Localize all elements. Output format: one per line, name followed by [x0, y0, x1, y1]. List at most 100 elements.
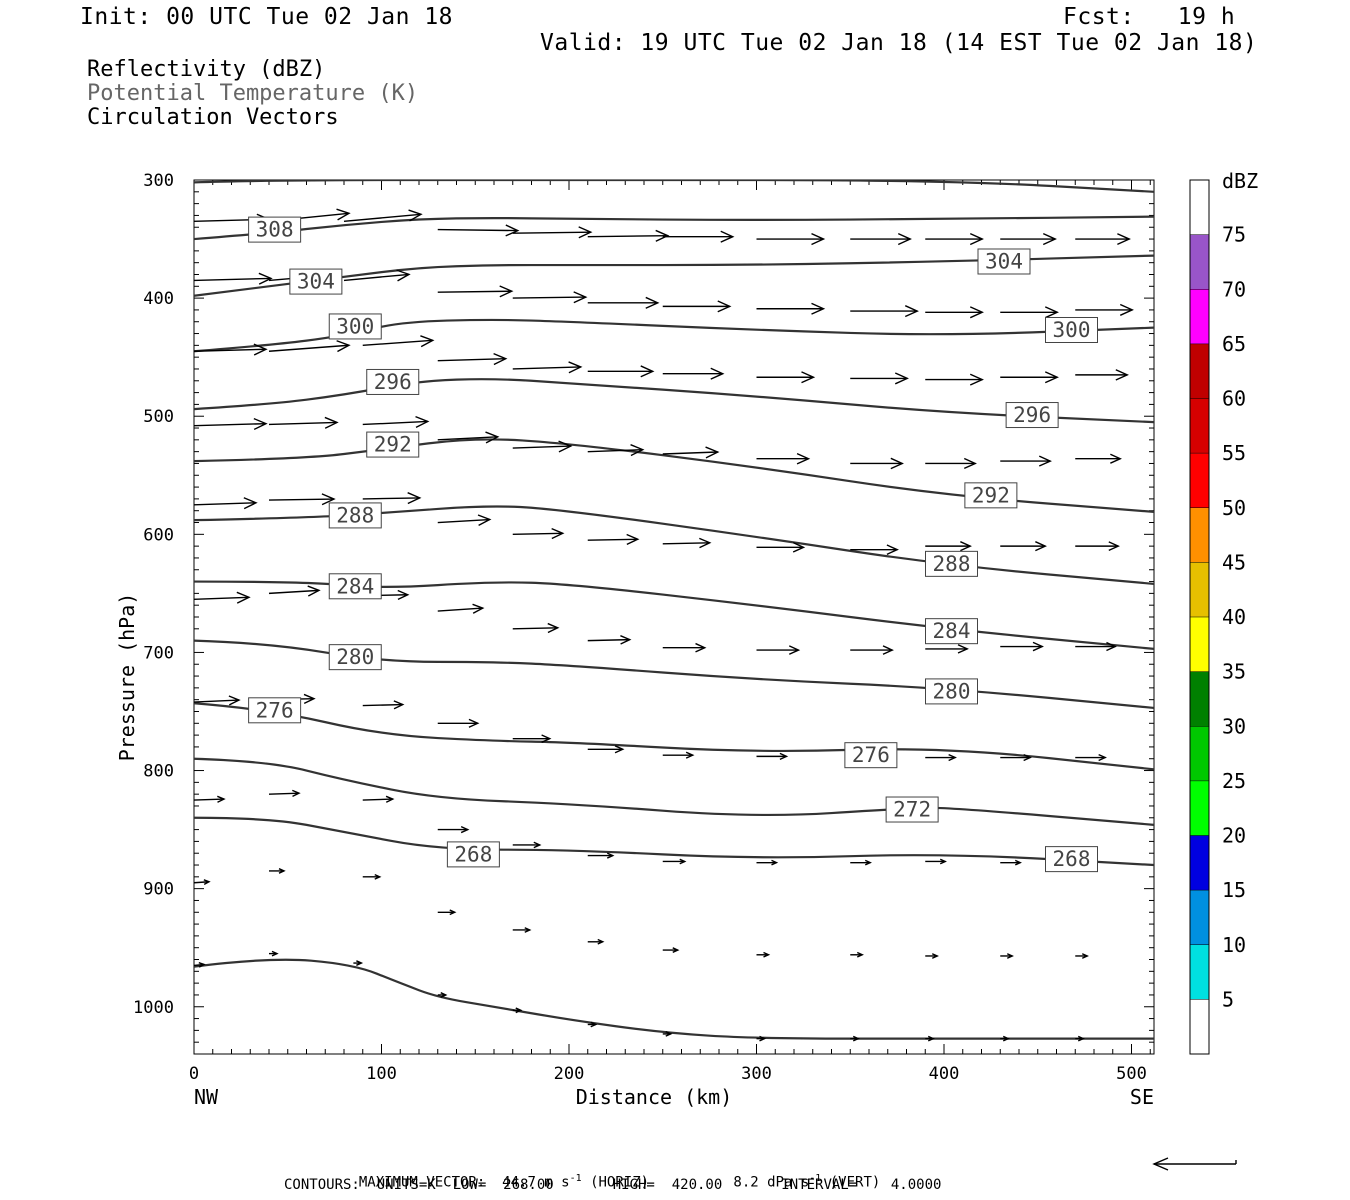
- circulation-vector: [1000, 859, 1022, 866]
- circulation-vector: [662, 537, 712, 549]
- theta-contour-296: [194, 378, 1154, 424]
- x-end-label-right: SE: [1130, 1085, 1154, 1109]
- colorbar-bin: [1190, 671, 1209, 727]
- circulation-vector: [1075, 1035, 1085, 1042]
- contour-label: 276: [844, 742, 898, 769]
- circulation-vector: [925, 306, 984, 319]
- circulation-vector: [194, 962, 206, 968]
- colorbar-bin: [1190, 890, 1209, 945]
- contour-label-text: 292: [972, 483, 1010, 507]
- circulation-vector: [587, 1021, 598, 1028]
- circulation-vector: [925, 1035, 935, 1042]
- y-tick-label: 1000: [133, 998, 174, 1018]
- contour-label: 308: [248, 216, 302, 243]
- circulation-vector: [756, 452, 811, 465]
- legend-potential-temperature: Potential Temperature (K): [87, 81, 419, 106]
- circulation-vector: [587, 533, 640, 546]
- reference-vector: [1152, 1157, 1237, 1171]
- circulation-vector: [1000, 953, 1014, 959]
- colorbar-level-label: 60: [1222, 387, 1246, 411]
- circulation-vector: [925, 953, 939, 959]
- colorbar-level-label: 15: [1222, 878, 1246, 902]
- circulation-vector: [662, 1031, 673, 1037]
- contour-label-text: 308: [256, 218, 294, 242]
- circulation-vector: [756, 951, 771, 958]
- contour-label: 292: [964, 482, 1018, 509]
- circulation-vector: [587, 852, 615, 859]
- x-end-label-left: NW: [194, 1085, 219, 1109]
- circulation-vector: [362, 415, 430, 429]
- contour-label-text: 284: [933, 619, 971, 643]
- circulation-vector: [268, 493, 336, 506]
- circulation-vector: [362, 335, 435, 348]
- circulation-vector: [1075, 953, 1089, 959]
- circulation-vector: [925, 644, 969, 654]
- circulation-vector: [756, 302, 826, 315]
- circulation-vector: [1075, 369, 1129, 381]
- theta-contour-308: [194, 215, 1154, 241]
- circulation-vector: [362, 700, 405, 710]
- circulation-vector: [756, 752, 789, 760]
- y-tick-label: 800: [143, 762, 174, 782]
- x-tick-label: 500: [1116, 1064, 1147, 1084]
- circulation-vector: [512, 361, 583, 374]
- x-tick-label: 100: [366, 1064, 397, 1084]
- circulation-vector: [756, 542, 806, 553]
- max-vector-vert: 8.2 dPa s: [733, 1174, 810, 1191]
- colorbar-level-label: 40: [1222, 605, 1246, 629]
- contour-label-text: 288: [933, 552, 971, 576]
- circulation-vector: [1000, 753, 1032, 762]
- circulation-vector: [1000, 371, 1059, 384]
- circulation-vector: [194, 591, 251, 604]
- circulation-vector: [662, 230, 735, 243]
- theta-contour-292: [194, 438, 1154, 513]
- x-tick-label: 0: [189, 1064, 199, 1084]
- circulation-vector: [1075, 453, 1122, 464]
- contour-label-text: 304: [985, 249, 1023, 273]
- circulation-vector: [662, 446, 720, 459]
- circulation-vector: [194, 417, 268, 431]
- contour-label-text: 276: [256, 698, 294, 722]
- circulation-vector: [512, 226, 593, 239]
- circulation-vector: [437, 992, 448, 998]
- circulation-vector: [850, 544, 899, 555]
- contour-label-text: 284: [336, 574, 374, 598]
- contour-label: 300: [328, 313, 382, 340]
- max-vector-prefix: MAXIMUM VECTOR:: [358, 1174, 486, 1191]
- colorbar-level-label: 30: [1222, 714, 1246, 738]
- circulation-vector: [194, 497, 258, 510]
- circulation-vector: [587, 745, 625, 754]
- colorbar-bin: [1190, 562, 1209, 617]
- circulation-vector: [850, 1035, 860, 1042]
- theta-contour-top: [194, 180, 1154, 193]
- init-time: Init: 00 UTC Tue 02 Jan 18: [80, 4, 454, 30]
- contour-label: 288: [925, 550, 978, 577]
- circulation-vector: [1000, 541, 1047, 552]
- circulation-vector: [194, 795, 226, 803]
- colorbar-level-label: 70: [1222, 277, 1246, 301]
- circulation-vector: [1000, 233, 1057, 246]
- colorbar-bin: [1190, 453, 1209, 508]
- colorbar-bin: [1190, 835, 1209, 891]
- y-axis-label: Pressure (hPa): [115, 593, 139, 762]
- x-tick-label: 200: [554, 1064, 585, 1084]
- circulation-vector: [437, 825, 470, 834]
- circulation-vector: [756, 859, 779, 866]
- contour-label-text: 276: [852, 743, 890, 767]
- circulation-vector: [850, 233, 912, 246]
- contour-label-text: 292: [374, 433, 412, 457]
- circulation-vector: [343, 269, 411, 282]
- circulation-vector: [268, 340, 351, 353]
- circulation-vector: [756, 371, 816, 384]
- circulation-vector: [437, 353, 508, 366]
- circulation-vector: [194, 695, 241, 706]
- circulation-vector: [1075, 541, 1120, 552]
- contour-label: 280: [925, 678, 978, 705]
- circulation-vector: [194, 272, 273, 285]
- circulation-vector: [662, 947, 680, 953]
- x-tick-label: 400: [929, 1064, 960, 1084]
- colorbar-level-label: 5: [1222, 987, 1234, 1011]
- max-vector-horiz-exp: -1: [569, 1173, 582, 1184]
- colorbar-bin: [1190, 180, 1209, 235]
- contour-label: 284: [328, 573, 382, 600]
